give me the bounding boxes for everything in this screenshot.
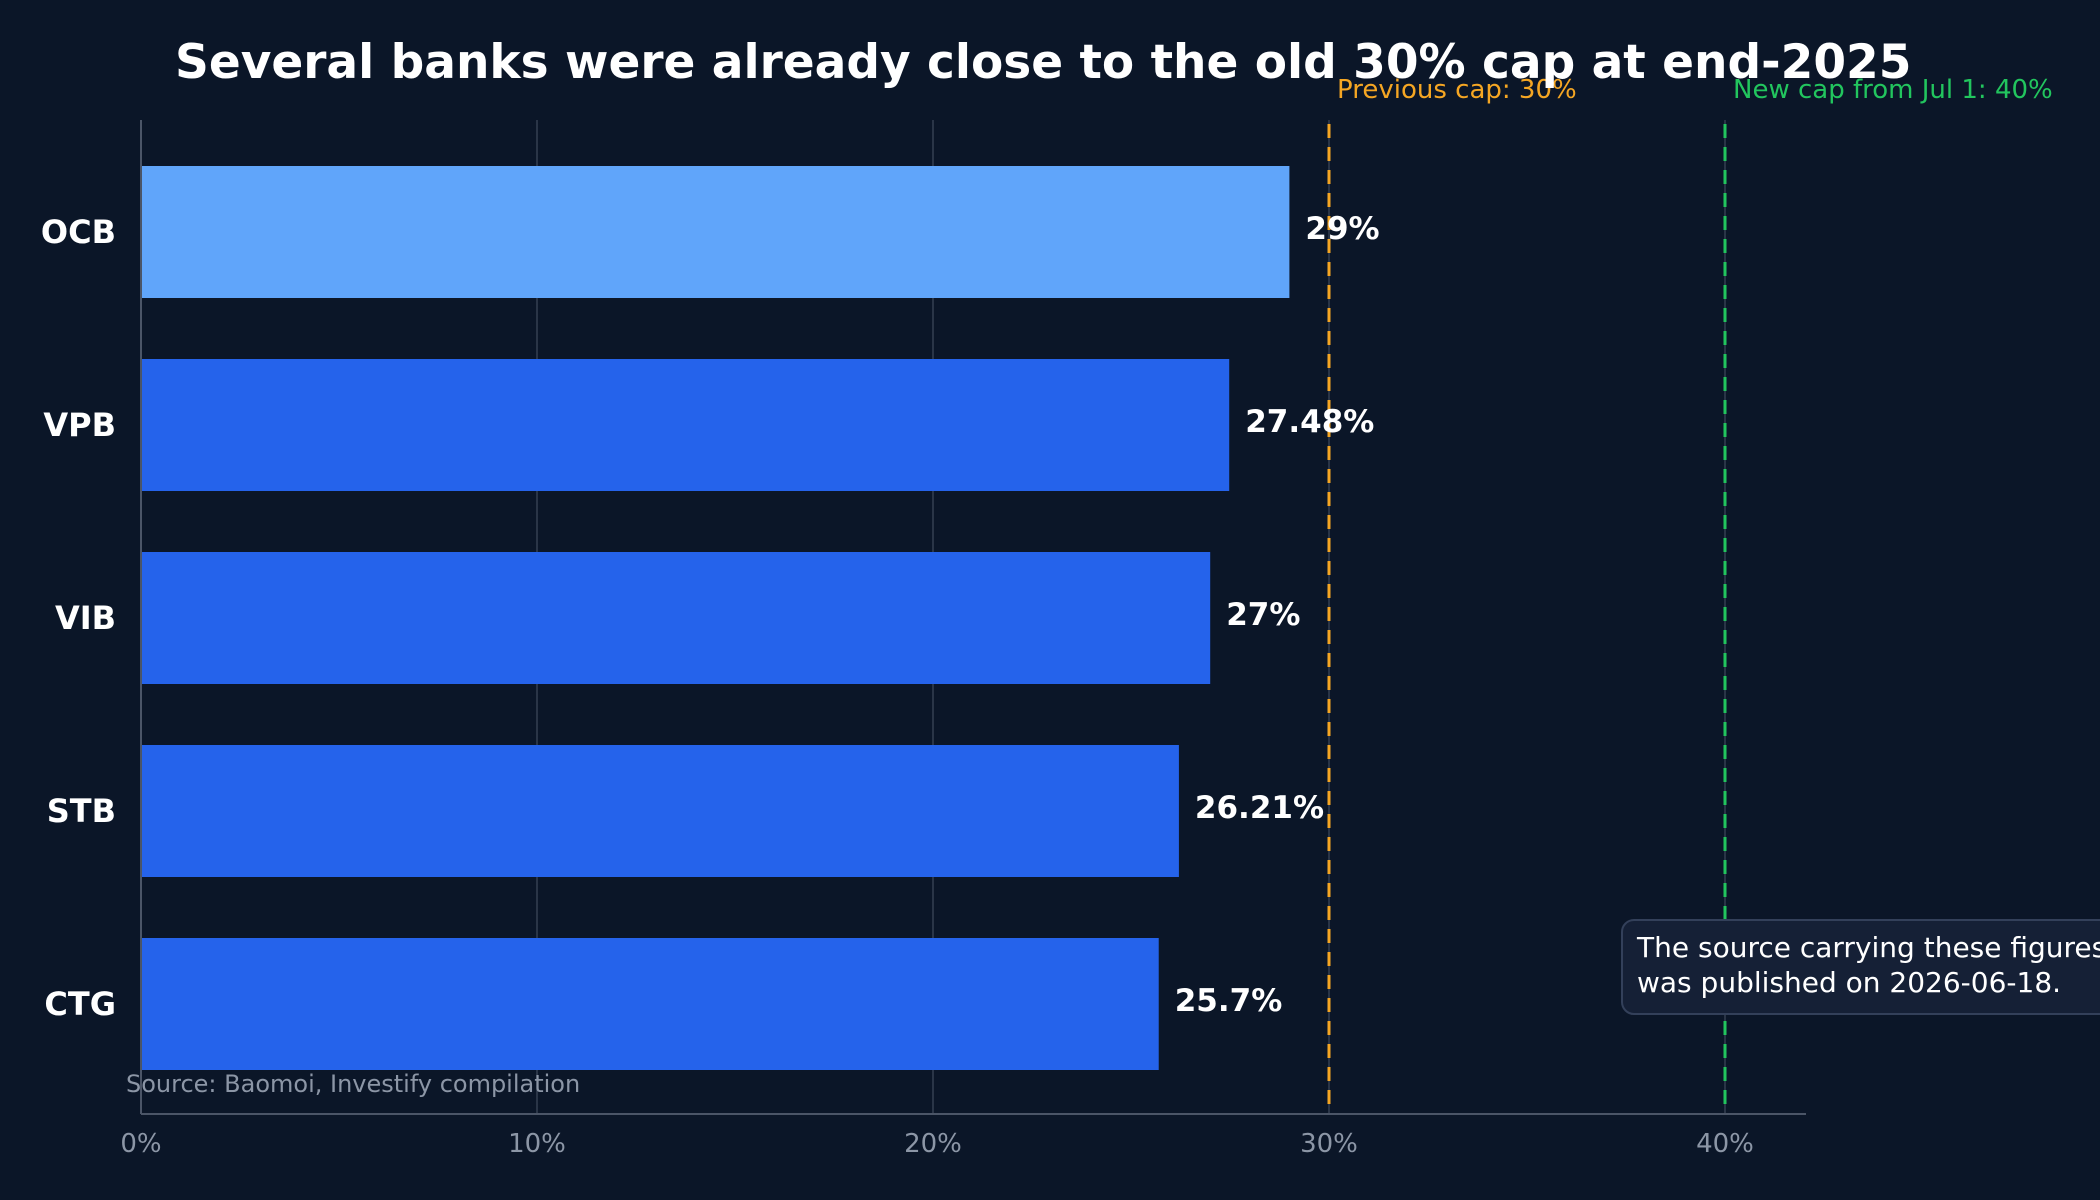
reference-line-label: New cap from Jul 1: 40% — [1733, 75, 2053, 105]
value-label: 25.7% — [1175, 983, 1283, 1019]
bar-stb — [141, 745, 1179, 877]
x-tick-label: 10% — [508, 1129, 566, 1159]
category-label: OCB — [41, 213, 116, 251]
labels: 0% 10% 20% 30% 40% OCB 29% VPB 27.48% VIB 27% STB 26… — [41, 75, 2053, 1159]
chart-title: Several banks were already close to the … — [175, 35, 1911, 90]
value-label: 27.48% — [1245, 404, 1374, 440]
source-note: Source: Baomoi, Investify compilation — [126, 1070, 580, 1098]
annotation-line-2: was published on 2026-06-18. — [1637, 966, 2061, 999]
x-tick-label: 20% — [904, 1129, 962, 1159]
reference-line-label: Previous cap: 30% — [1337, 75, 1577, 105]
value-label: 26.21% — [1195, 790, 1324, 826]
bar-vib — [141, 552, 1211, 684]
category-label: VIB — [55, 599, 116, 637]
category-label: VPB — [43, 406, 116, 444]
x-tick-label: 40% — [1696, 1129, 1754, 1159]
x-tick-label: 30% — [1300, 1129, 1358, 1159]
value-label: 27% — [1226, 597, 1300, 633]
bar-vpb — [141, 359, 1230, 491]
value-label: 29% — [1305, 211, 1379, 247]
annotation-box: The source carrying these figures was pu… — [1621, 919, 2100, 1015]
bar-ocb — [141, 166, 1290, 298]
reference-lines — [1327, 124, 1727, 1114]
x-tick-label: 0% — [120, 1129, 161, 1159]
axes — [140, 120, 1806, 1115]
category-label: CTG — [44, 985, 116, 1023]
annotation-box-background — [1621, 919, 2100, 1015]
category-label: STB — [47, 792, 116, 830]
bars — [141, 166, 1290, 1070]
annotation-line-1: The source carrying these figures — [1636, 931, 2100, 964]
bar-ctg — [141, 938, 1159, 1070]
